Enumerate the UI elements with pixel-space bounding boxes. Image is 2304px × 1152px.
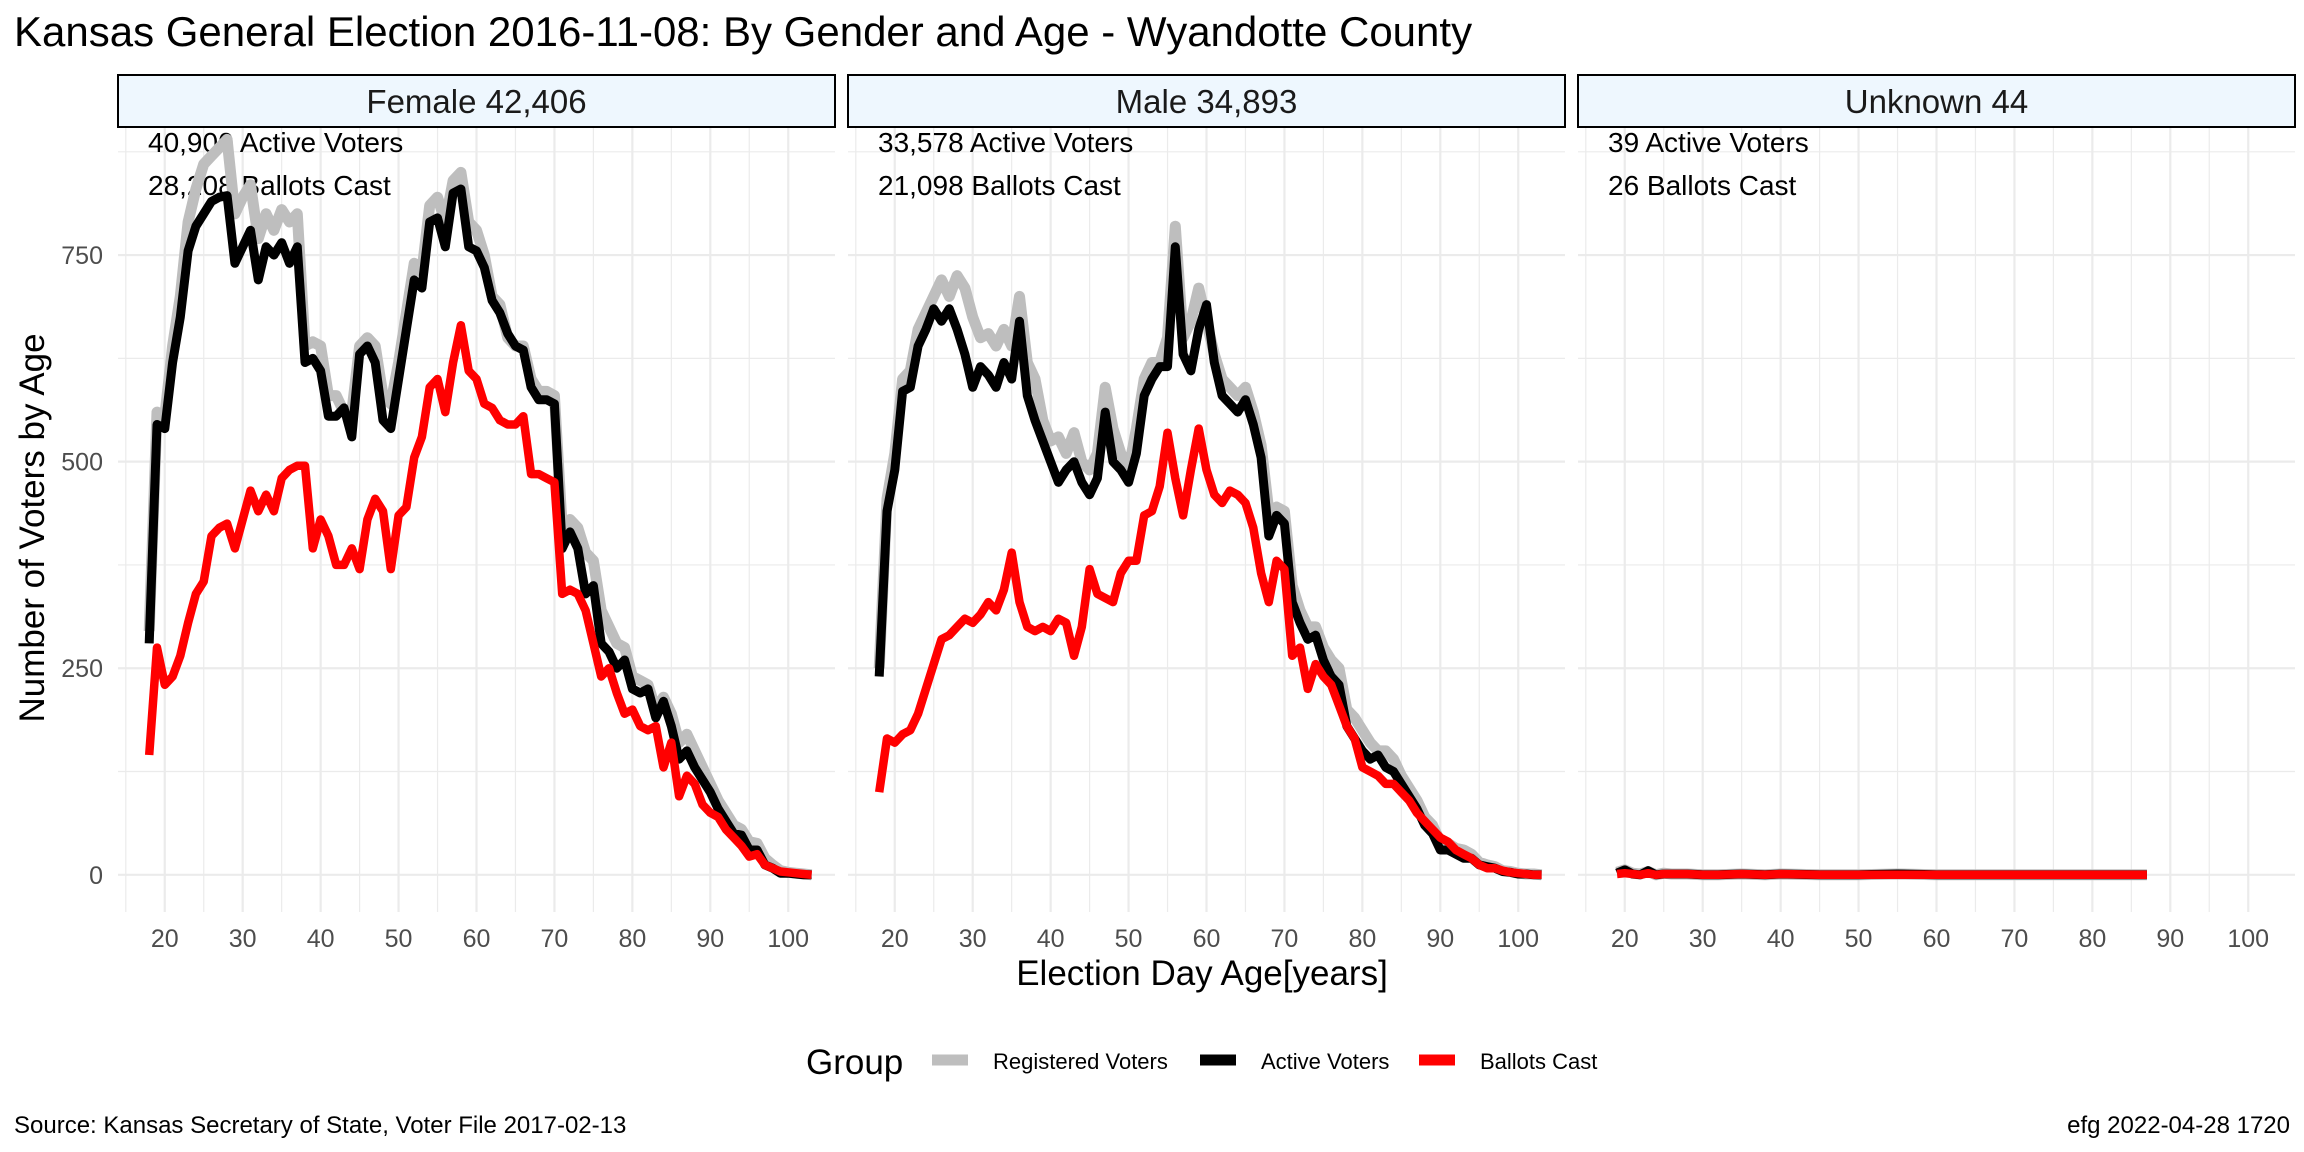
credit-note: efg 2022-04-28 1720: [2067, 1112, 2290, 1139]
x-tick-label: 100: [1497, 925, 1539, 953]
facet-strip: [117, 74, 836, 128]
x-tick-label: 100: [767, 925, 809, 953]
x-tick-label: 30: [1689, 925, 1717, 953]
y-axis-label: Number of Voters by Age: [13, 333, 52, 722]
panel-2: Unknown 44 39 Active Voters 26 Ballots Cas…: [1577, 74, 2296, 953]
facet-panels: Female 42,406 40,900 Active Voters 28,208 …: [61, 74, 2296, 953]
x-tick-label: 30: [229, 925, 257, 953]
x-tick-label: 90: [2156, 925, 2184, 953]
y-tick-label: 750: [61, 242, 103, 270]
x-tick-label: 80: [618, 925, 646, 953]
series-line-ballots-cast: [144, 321, 813, 880]
x-tick-label: 80: [2078, 925, 2106, 953]
x-tick-label: 90: [696, 925, 724, 953]
panel-annotation: 40,900 Active Voters: [148, 127, 403, 158]
x-tick-label: 40: [1767, 925, 1795, 953]
legend-label: Ballots Cast: [1480, 1049, 1597, 1074]
panel-annotation: 28,208 Ballots Cast: [148, 170, 391, 201]
x-tick-label: 70: [1271, 925, 1299, 953]
source-note: Source: Kansas Secretary of State, Voter…: [14, 1112, 626, 1139]
x-tick-label: 40: [307, 925, 335, 953]
series-line-registered-voters: [143, 133, 813, 881]
facet-strip-label: Female 42,406: [366, 83, 586, 120]
x-tick-label: 60: [463, 925, 491, 953]
x-tick-label: 70: [541, 925, 569, 953]
legend-label: Active Voters: [1261, 1049, 1389, 1074]
series-line-ballots-cast: [1616, 868, 2147, 880]
x-tick-label: 30: [959, 925, 987, 953]
x-tick-label: 50: [385, 925, 413, 953]
series-line-active-voters: [144, 184, 812, 880]
legend-title: Group: [806, 1043, 903, 1082]
panel-annotation: 26 Ballots Cast: [1608, 170, 1797, 201]
x-tick-label: 50: [1845, 925, 1873, 953]
x-tick-label: 20: [1611, 925, 1639, 953]
legend-label: Registered Voters: [993, 1049, 1168, 1074]
panel-1: Male 34,893 33,578 Active Voters 21,098 Ba…: [847, 74, 1566, 953]
x-axis-label: Election Day Age[years]: [1016, 954, 1388, 993]
x-tick-label: 80: [1348, 925, 1376, 953]
x-tick-label: 50: [1115, 925, 1143, 953]
x-tick-label: 100: [2227, 925, 2269, 953]
panel-annotation: 39 Active Voters: [1608, 127, 1809, 158]
legend: Group Registered Voters Active Voters Ball…: [806, 1043, 1597, 1082]
x-tick-label: 20: [151, 925, 179, 953]
y-tick-label: 250: [61, 655, 103, 683]
series-line-ballots-cast: [874, 424, 1542, 880]
y-tick-label: 500: [61, 449, 103, 477]
facet-strip-label: Male 34,893: [1116, 83, 1298, 120]
x-tick-label: 70: [2001, 925, 2029, 953]
x-tick-label: 60: [1193, 925, 1221, 953]
x-tick-label: 60: [1923, 925, 1951, 953]
panel-annotation: 33,578 Active Voters: [878, 127, 1133, 158]
facet-strip: [1577, 74, 2296, 128]
facet-strip: [847, 74, 1566, 128]
y-tick-label: 0: [89, 862, 103, 890]
x-tick-label: 90: [1426, 925, 1454, 953]
panel-annotation: 21,098 Ballots Cast: [878, 170, 1121, 201]
panel-0: Female 42,406 40,900 Active Voters 28,208 …: [61, 74, 836, 953]
facet-strip-label: Unknown 44: [1845, 83, 2028, 120]
chart-title: Kansas General Election 2016-11-08: By G…: [14, 8, 1472, 55]
x-tick-label: 20: [881, 925, 909, 953]
legend-items: Registered Voters Active Voters Ballots Ca…: [932, 1049, 1597, 1074]
x-tick-label: 40: [1037, 925, 1065, 953]
